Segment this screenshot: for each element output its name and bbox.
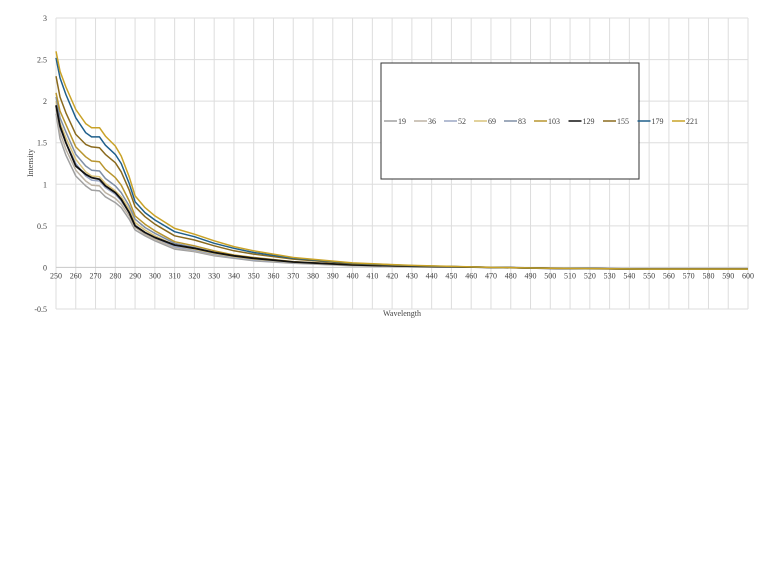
x-tick-label: 370	[287, 271, 299, 280]
y-tick-label: 3	[43, 14, 47, 23]
x-tick-label: 260	[70, 271, 82, 280]
x-tick-label: 420	[386, 271, 398, 280]
x-axis-ticks: 250 260 270 280 290 300 310 320 330 340 350 360 370 3…	[50, 271, 754, 280]
x-tick-label: 440	[426, 271, 438, 280]
x-tick-label: 310	[169, 271, 181, 280]
x-tick-label: 490	[525, 271, 537, 280]
legend-item-103: 103	[534, 117, 560, 126]
x-tick-label: 470	[485, 271, 497, 280]
legend-label: 19	[398, 117, 406, 126]
legend-label: 129	[583, 117, 595, 126]
x-tick-label: 480	[505, 271, 517, 280]
x-tick-label: 580	[702, 271, 714, 280]
y-tick-label: 2.5	[37, 56, 47, 65]
x-tick-label: 350	[248, 271, 260, 280]
chart-legend: 19 36 52 69 83 103 129 155 179 221	[380, 62, 698, 180]
series-line-221	[55, 51, 748, 270]
legend-item-179: 179	[637, 117, 664, 126]
x-tick-label: 360	[267, 271, 279, 280]
legend-item-36: 36	[414, 117, 436, 126]
legend-label: 221	[686, 117, 698, 126]
x-tick-label: 500	[544, 271, 556, 280]
x-tick-label: 250	[50, 271, 62, 280]
legend-item-69: 69	[474, 117, 496, 126]
legend-label: 36	[428, 117, 436, 126]
x-tick-label: 450	[445, 271, 457, 280]
y-axis-ticks: -0.5 0 0.5 1 1.5 2 2.5 3	[34, 14, 47, 314]
x-tick-label: 570	[683, 271, 695, 280]
x-tick-label: 550	[643, 271, 655, 280]
legend-label: 103	[548, 117, 560, 126]
legend-item-155: 155	[603, 117, 629, 126]
x-tick-label: 430	[406, 271, 418, 280]
x-tick-label: 270	[90, 271, 102, 280]
legend-label: 52	[458, 117, 466, 126]
legend-item-129: 129	[568, 117, 595, 126]
x-tick-label: 340	[228, 271, 240, 280]
legend-label: 69	[488, 117, 496, 126]
chart-series-lines	[55, 51, 748, 270]
x-tick-label: 530	[604, 271, 616, 280]
x-tick-label: 560	[663, 271, 675, 280]
y-tick-label: 0	[43, 263, 47, 272]
y-tick-label: 0.5	[37, 222, 47, 231]
legend-label: 155	[617, 117, 629, 126]
x-tick-label: 330	[208, 271, 220, 280]
y-tick-label: -0.5	[34, 305, 47, 314]
legend-item-52: 52	[444, 117, 466, 126]
x-tick-label: 380	[307, 271, 319, 280]
x-tick-label: 410	[366, 271, 378, 280]
x-tick-label: 390	[327, 271, 339, 280]
x-tick-label: 400	[347, 271, 359, 280]
y-axis-title: Intensity	[26, 149, 35, 177]
legend-item-221: 221	[672, 117, 698, 126]
x-tick-label: 540	[623, 271, 635, 280]
y-tick-label: 1.5	[37, 139, 47, 148]
x-tick-label: 600	[742, 271, 754, 280]
x-tick-label: 590	[722, 271, 734, 280]
y-tick-label: 2	[43, 97, 47, 106]
x-tick-label: 290	[129, 271, 141, 280]
x-axis-title: Wavelength	[383, 309, 421, 318]
legend-label: 179	[652, 117, 664, 126]
legend-item-19: 19	[384, 117, 406, 126]
x-tick-label: 510	[564, 271, 576, 280]
x-tick-label: 300	[149, 271, 161, 280]
legend-label: 83	[518, 117, 526, 126]
legend-items: 19 36 52 69 83 103 129 155 179 221	[384, 117, 698, 126]
y-tick-label: 1	[43, 180, 47, 189]
x-tick-label: 320	[188, 271, 200, 280]
x-tick-label: 520	[584, 271, 596, 280]
legend-item-83: 83	[504, 117, 526, 126]
x-tick-label: 280	[109, 271, 121, 280]
x-tick-label: 460	[465, 271, 477, 280]
